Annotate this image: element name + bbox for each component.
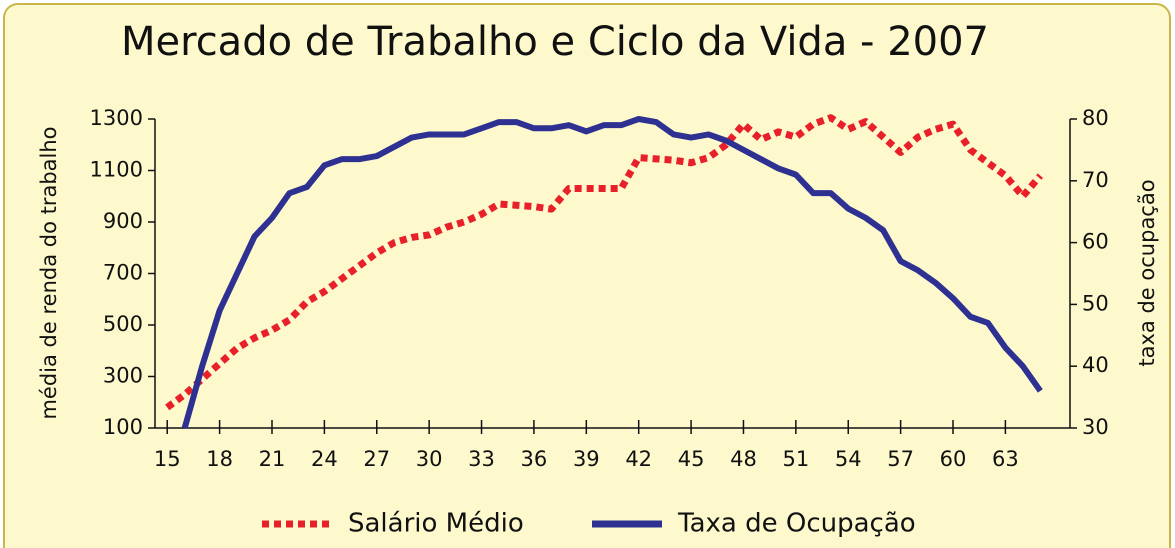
y2-tick-label: 80: [1082, 106, 1109, 130]
y2-axis-label: taxa de ocupação: [1135, 179, 1159, 366]
series-line: [165, 114, 1043, 411]
y-tick-label: 100: [103, 415, 143, 439]
y2-tick-label: 40: [1082, 353, 1109, 377]
x-tick-label: 15: [154, 447, 181, 471]
x-tick-label: 18: [206, 447, 233, 471]
legend-label: Taxa de Ocupação: [677, 509, 916, 539]
y2-tick-label: 70: [1082, 168, 1109, 192]
y-tick-label: 1300: [90, 106, 143, 130]
x-tick-label: 48: [730, 447, 757, 471]
y-tick-label: 500: [103, 312, 143, 336]
y-axis-label: média de renda do trabalho: [37, 126, 61, 419]
x-tick-label: 36: [521, 447, 548, 471]
x-tick-label: 39: [573, 447, 600, 471]
x-tick-label: 63: [992, 447, 1019, 471]
y-tick-label: 700: [103, 261, 143, 285]
y2-tick-label: 50: [1082, 291, 1109, 315]
x-tick-label: 57: [887, 447, 914, 471]
legend-label: Salário Médio: [348, 509, 524, 539]
chart-title: Mercado de Trabalho e Ciclo da Vida - 20…: [121, 19, 989, 65]
x-tick-label: 30: [416, 447, 443, 471]
y-tick-label: 300: [103, 364, 143, 388]
x-tick-label: 51: [782, 447, 809, 471]
x-tick-label: 60: [940, 447, 967, 471]
x-tick-label: 54: [835, 447, 862, 471]
x-tick-label: 27: [363, 447, 390, 471]
y2-tick-label: 30: [1082, 415, 1109, 439]
y-tick-label: 1100: [90, 158, 143, 182]
frame: [3, 3, 1171, 548]
x-tick-label: 24: [311, 447, 338, 471]
y2-tick-label: 60: [1082, 230, 1109, 254]
y-tick-label: 900: [103, 209, 143, 233]
x-tick-label: 42: [625, 447, 652, 471]
x-tick-label: 45: [678, 447, 705, 471]
series-line: [181, 116, 1043, 429]
x-tick-label: 21: [259, 447, 286, 471]
x-tick-label: 33: [468, 447, 495, 471]
